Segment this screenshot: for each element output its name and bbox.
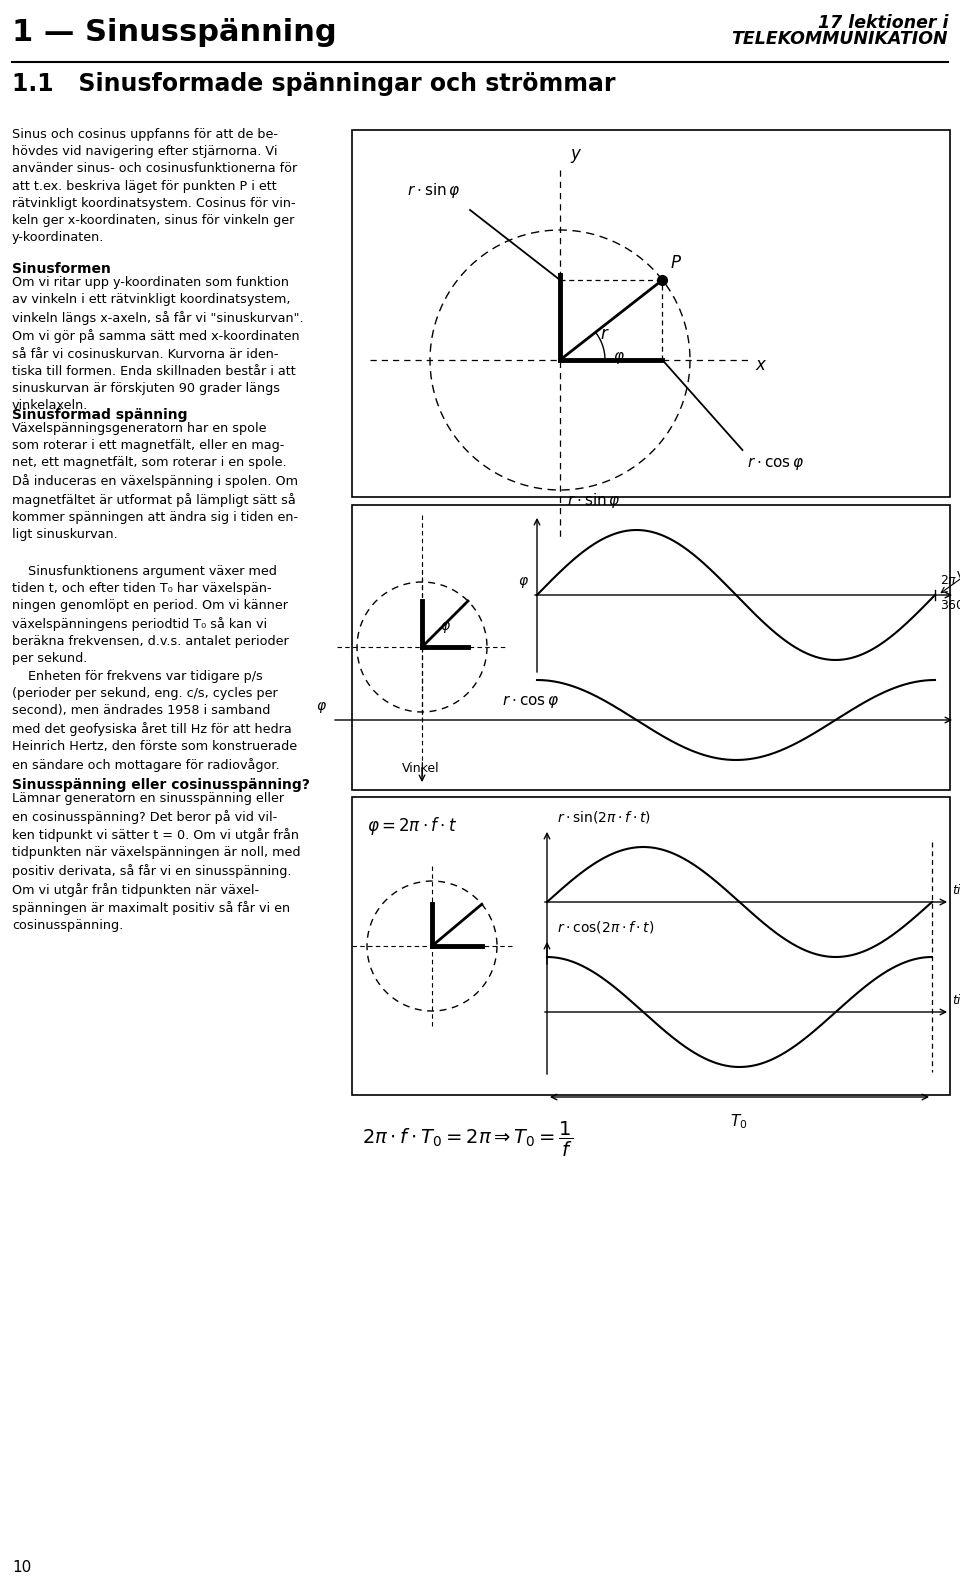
Text: Växelspänningsgeneratorn har en spole
som roterar i ett magnetfält, eller en mag: Växelspänningsgeneratorn har en spole so… [12, 422, 299, 540]
Text: Vinkel: Vinkel [402, 762, 440, 775]
Text: $r \cdot \sin\varphi$: $r \cdot \sin\varphi$ [407, 182, 460, 199]
Text: $2\pi$: $2\pi$ [940, 574, 958, 587]
Text: $y$: $y$ [570, 147, 583, 166]
Bar [352, 797, 950, 1095]
Text: $\varphi$: $\varphi$ [613, 351, 625, 367]
Text: Om vi ritar upp y-koordinaten som funktion
av vinkeln i ett rätvinkligt koordina: Om vi ritar upp y-koordinaten som funkti… [12, 276, 303, 413]
Text: 1 — Sinusspänning: 1 — Sinusspänning [12, 18, 337, 46]
Text: $2\pi \cdot f \cdot T_0 = 2\pi \Rightarrow T_0 = \dfrac{1}{f}$: $2\pi \cdot f \cdot T_0 = 2\pi \Rightarr… [362, 1121, 573, 1159]
Text: 17 lektioner i: 17 lektioner i [818, 14, 948, 32]
Text: $x$: $x$ [755, 355, 767, 375]
Text: $P$: $P$ [670, 253, 683, 273]
Text: $\varphi$: $\varphi$ [316, 700, 327, 716]
Text: TELEKOMMUNIKATION: TELEKOMMUNIKATION [732, 30, 948, 48]
Text: Sinusformen: Sinusformen [12, 261, 110, 276]
Text: $r \cdot \cos\varphi$: $r \cdot \cos\varphi$ [748, 454, 804, 472]
Text: $r \cdot \cos(2\pi \cdot f \cdot t)$: $r \cdot \cos(2\pi \cdot f \cdot t)$ [557, 920, 655, 936]
Text: $r \cdot \cos\varphi$: $r \cdot \cos\varphi$ [502, 693, 559, 709]
Text: $r \cdot \sin\varphi$: $r \cdot \sin\varphi$ [567, 491, 620, 510]
Text: $\varphi$: $\varphi$ [440, 620, 451, 634]
Text: Vinkel: Vinkel [957, 571, 960, 583]
Text: 10: 10 [12, 1561, 32, 1575]
Text: Sinusformad spänning: Sinusformad spänning [12, 408, 187, 422]
Text: Sinusspänning eller cosinusspänning?: Sinusspänning eller cosinusspänning? [12, 778, 310, 792]
Text: Lämnar generatorn en sinusspänning eller
en cosinusspänning? Det beror på vid vi: Lämnar generatorn en sinusspänning eller… [12, 792, 300, 932]
Text: $\varphi$: $\varphi$ [518, 575, 529, 590]
Text: $\varphi = 2\pi \cdot f \cdot t$: $\varphi = 2\pi \cdot f \cdot t$ [367, 815, 457, 837]
Text: Enheten för frekvens var tidigare p/s
(perioder per sekund, eng. c/s, cycles per: Enheten för frekvens var tidigare p/s (p… [12, 669, 298, 771]
Text: Sinusfunktionens argument växer med
tiden ⁠⁠t, och efter tiden T₀ har växelspän-: Sinusfunktionens argument växer med tide… [12, 564, 289, 665]
Bar [352, 505, 950, 791]
Text: Sinus och cosinus uppfanns för att de be-
hövdes vid navigering efter stjärnorna: Sinus och cosinus uppfanns för att de be… [12, 128, 298, 244]
Text: $r \cdot \sin(2\pi \cdot f \cdot t)$: $r \cdot \sin(2\pi \cdot f \cdot t)$ [557, 810, 651, 826]
Text: $T_0$: $T_0$ [731, 1113, 748, 1130]
Text: $r$: $r$ [599, 325, 610, 343]
Text: 1.1   Sinusformade spänningar och strömmar: 1.1 Sinusformade spänningar och strömmar [12, 72, 615, 96]
Text: tid: tid [952, 885, 960, 897]
Text: tid: tid [952, 995, 960, 1007]
Text: $360°$: $360°$ [940, 599, 960, 612]
Bar [352, 131, 950, 497]
